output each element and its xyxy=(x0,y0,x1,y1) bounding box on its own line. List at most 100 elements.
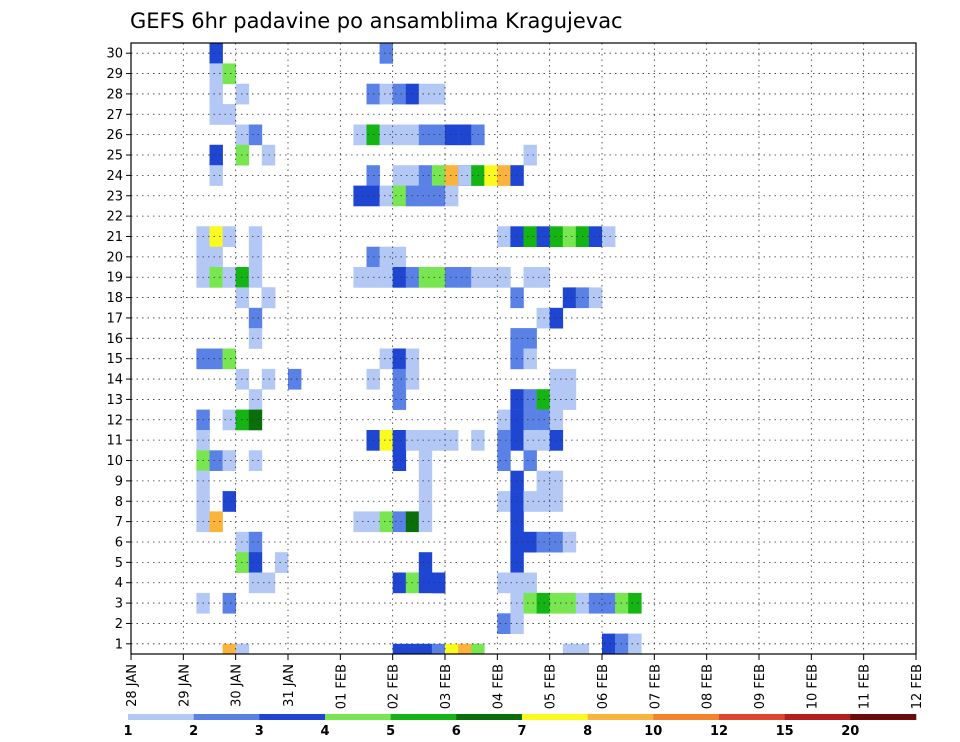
heatmap-cell xyxy=(248,307,263,329)
heatmap-cell xyxy=(379,246,393,268)
heatmap-cell xyxy=(536,307,550,329)
y-tick-label: 5 xyxy=(115,556,123,571)
heatmap-cell xyxy=(536,531,550,553)
x-tick-label: 30 JAN xyxy=(230,664,245,707)
y-tick-label: 3 xyxy=(115,597,123,612)
heatmap-cell xyxy=(353,267,367,288)
heatmap-cell xyxy=(405,643,420,655)
heatmap-cell xyxy=(209,63,223,85)
heatmap-cell xyxy=(562,531,577,553)
heatmap-cell xyxy=(209,348,223,370)
heatmap-cell xyxy=(562,389,577,410)
heatmap-cell xyxy=(536,267,550,288)
heatmap-cell xyxy=(497,409,511,431)
heatmap-cell xyxy=(379,185,393,207)
heatmap-cell xyxy=(209,43,223,64)
heatmap-cell xyxy=(209,104,223,125)
y-tick-label: 18 xyxy=(106,291,123,306)
colorbar-segment xyxy=(259,714,326,720)
y-tick-label: 10 xyxy=(106,454,123,469)
heatmap-cell xyxy=(484,165,498,186)
y-tick-label: 21 xyxy=(106,230,123,245)
heatmap-cell xyxy=(392,165,407,186)
heatmap-cell xyxy=(536,430,550,451)
x-tick-label: 02 FEB xyxy=(387,664,402,709)
y-tick-label: 6 xyxy=(115,535,123,550)
heatmap-cell xyxy=(562,368,577,390)
heatmap-cell xyxy=(379,43,393,64)
heatmap-cell xyxy=(562,592,577,614)
colorbar-label: 5 xyxy=(386,724,395,739)
y-tick-label: 26 xyxy=(106,128,123,143)
heatmap-cell xyxy=(549,307,564,329)
heatmap-cell xyxy=(549,226,564,247)
heatmap-cell xyxy=(431,572,446,594)
heatmap-cell xyxy=(431,165,446,186)
heatmap-cell xyxy=(392,124,407,146)
heatmap-cell xyxy=(392,389,407,410)
heatmap-cell xyxy=(497,267,511,288)
heatmap-cell xyxy=(418,572,433,594)
heatmap-cell xyxy=(484,267,498,288)
heatmap-cell xyxy=(392,430,407,451)
heatmap-cell xyxy=(209,144,223,166)
colorbar-label: 7 xyxy=(517,724,526,739)
heatmap-cell xyxy=(379,348,393,370)
heatmap-cells xyxy=(196,43,642,655)
heatmap-cell xyxy=(497,226,511,247)
y-tick-label: 8 xyxy=(115,495,123,510)
heatmap-cell xyxy=(602,633,616,655)
heatmap-cell xyxy=(222,348,236,370)
heatmap-cell xyxy=(602,226,616,247)
colorbar-segment xyxy=(719,714,785,720)
heatmap-cell xyxy=(248,124,263,146)
colorbar-label: 3 xyxy=(255,724,264,739)
x-tick-label: 01 FEB xyxy=(334,664,349,709)
heatmap-cell xyxy=(431,267,446,288)
heatmap-cell xyxy=(392,643,407,655)
y-tick-label: 30 xyxy=(106,47,123,62)
y-tick-label: 9 xyxy=(115,474,123,489)
x-tick-label: 31 JAN xyxy=(282,664,297,707)
colorbar-segment xyxy=(784,714,851,720)
y-tick-label: 14 xyxy=(106,373,123,388)
chart-title: GEFS 6hr padavine po ansamblima Kragujev… xyxy=(130,9,623,33)
colorbar-label: 8 xyxy=(583,724,592,739)
heatmap-cell xyxy=(431,430,446,451)
heatmap-cell xyxy=(549,491,564,512)
heatmap-cell xyxy=(418,430,433,451)
heatmap-cell xyxy=(248,328,263,349)
x-tick-label: 08 FEB xyxy=(701,664,716,709)
heatmap-cell xyxy=(523,592,537,614)
heatmap-cell xyxy=(536,470,550,492)
y-tick-label: 23 xyxy=(106,189,123,204)
x-tick-label: 12 FEB xyxy=(910,664,925,709)
heatmap-cell xyxy=(418,83,433,105)
y-tick-label: 25 xyxy=(106,149,123,164)
y-tick-label: 7 xyxy=(115,515,123,530)
heatmap-cell xyxy=(628,633,642,655)
heatmap-cell xyxy=(353,511,367,533)
heatmap-cell xyxy=(523,572,537,594)
colorbar-label: 10 xyxy=(644,724,662,739)
colorbar-label: 1 xyxy=(123,724,132,739)
heatmap-cell xyxy=(418,450,433,471)
colorbar-segment xyxy=(325,714,391,720)
heatmap-cell xyxy=(353,185,367,207)
colorbar-segment xyxy=(128,714,194,720)
heatmap-cell xyxy=(209,450,223,471)
heatmap-cell xyxy=(222,63,236,85)
colorbar-label: 6 xyxy=(452,724,461,739)
heatmap-cell xyxy=(549,470,564,492)
y-axis: 1234567891011121314151617181920212223242… xyxy=(106,47,131,652)
heatmap-cell xyxy=(549,430,564,451)
x-tick-label: 09 FEB xyxy=(753,664,768,709)
heatmap-cell xyxy=(392,185,407,207)
y-tick-label: 4 xyxy=(115,576,123,591)
heatmap-cell xyxy=(445,643,459,655)
heatmap-cell xyxy=(418,267,433,288)
colorbar-segment xyxy=(193,714,260,720)
x-axis: 28 JAN 29 JAN 30 JAN 31 JAN 01 FEB 02 FEB 03 F… xyxy=(125,654,925,709)
colorbar-segment xyxy=(653,714,720,720)
heatmap-cell xyxy=(418,124,433,146)
